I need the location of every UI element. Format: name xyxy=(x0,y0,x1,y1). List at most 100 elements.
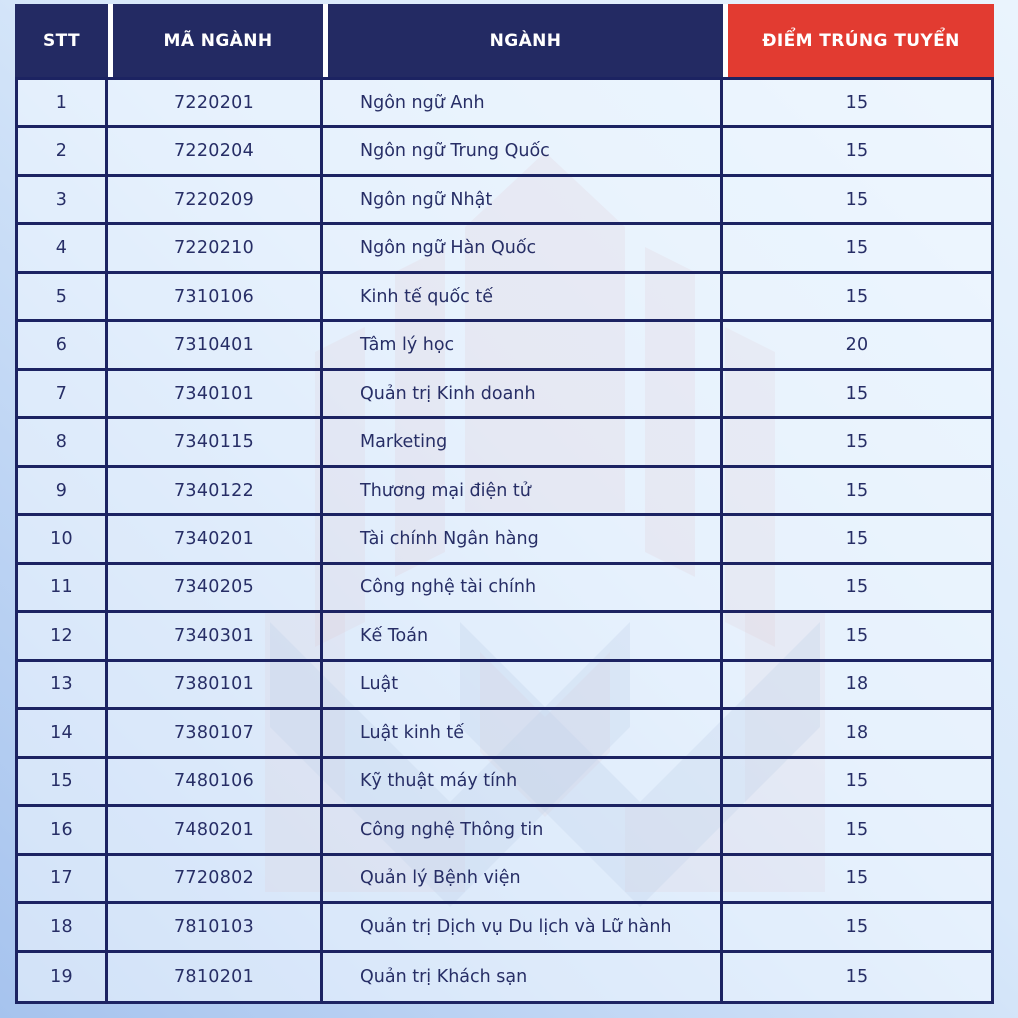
stt-cell: 2 xyxy=(18,128,108,174)
major-cell: Quản trị Khách sạn xyxy=(323,952,723,1001)
code-cell: 7720802 xyxy=(108,855,323,902)
stt-cell: 11 xyxy=(18,564,108,611)
major-cell: Luật kinh tế xyxy=(323,710,723,756)
major-cell: Thương mại điện tử xyxy=(323,467,723,514)
stt-cell: 5 xyxy=(18,273,108,320)
score-cell: 18 xyxy=(723,661,991,708)
major-cell: Ngôn ngữ Nhật xyxy=(323,176,723,223)
stt-cell: 7 xyxy=(18,370,108,417)
score-cell: 15 xyxy=(723,370,991,417)
score-cell: 15 xyxy=(723,952,991,1001)
code-cell: 7310401 xyxy=(108,322,323,368)
stt-cell: 3 xyxy=(18,176,108,223)
code-cell: 7480201 xyxy=(108,807,323,853)
major-cell: Kỹ thuật máy tính xyxy=(323,758,723,805)
table-row: 1 7220201 Ngôn ngữ Anh 15 xyxy=(18,80,991,129)
code-cell: 7220210 xyxy=(108,225,323,271)
score-cell: 15 xyxy=(723,758,991,805)
major-cell: Ngôn ngữ Anh xyxy=(323,80,723,126)
major-cell: Quản lý Bệnh viện xyxy=(323,855,723,902)
score-cell: 15 xyxy=(723,904,991,950)
major-cell: Ngôn ngữ Hàn Quốc xyxy=(323,225,723,271)
stt-cell: 1 xyxy=(18,80,108,126)
stt-cell: 9 xyxy=(18,467,108,514)
major-cell: Marketing xyxy=(323,419,723,465)
stt-cell: 10 xyxy=(18,516,108,562)
code-cell: 7380101 xyxy=(108,661,323,708)
stt-cell: 4 xyxy=(18,225,108,271)
column-header-major-code: MÃ NGÀNH xyxy=(108,4,323,77)
column-header-major-name: NGÀNH xyxy=(323,4,723,77)
table-row: 7 7340101 Quản trị Kinh doanh 15 xyxy=(18,370,991,420)
code-cell: 7340205 xyxy=(108,564,323,611)
table-row: 19 7810201 Quản trị Khách sạn 15 xyxy=(18,952,991,1001)
code-cell: 7220209 xyxy=(108,176,323,223)
table-header-row: STT MÃ NGÀNH NGÀNH ĐIỂM TRÚNG TUYỂN xyxy=(15,4,994,77)
code-cell: 7340101 xyxy=(108,370,323,417)
table-row: 17 7720802 Quản lý Bệnh viện 15 xyxy=(18,855,991,905)
score-cell: 15 xyxy=(723,807,991,853)
major-cell: Kế Toán xyxy=(323,613,723,659)
table-row: 16 7480201 Công nghệ Thông tin 15 xyxy=(18,807,991,856)
score-cell: 15 xyxy=(723,176,991,223)
code-cell: 7220204 xyxy=(108,128,323,174)
major-cell: Công nghệ Thông tin xyxy=(323,807,723,853)
score-cell: 15 xyxy=(723,80,991,126)
score-cell: 15 xyxy=(723,419,991,465)
table-row: 2 7220204 Ngôn ngữ Trung Quốc 15 xyxy=(18,128,991,177)
stt-cell: 14 xyxy=(18,710,108,756)
table-row: 14 7380107 Luật kinh tế 18 xyxy=(18,710,991,759)
major-cell: Tâm lý học xyxy=(323,322,723,368)
table-row: 9 7340122 Thương mại điện tử 15 xyxy=(18,467,991,517)
code-cell: 7480106 xyxy=(108,758,323,805)
code-cell: 7380107 xyxy=(108,710,323,756)
table-row: 10 7340201 Tài chính Ngân hàng 15 xyxy=(18,516,991,565)
code-cell: 7810103 xyxy=(108,904,323,950)
major-cell: Công nghệ tài chính xyxy=(323,564,723,611)
stt-cell: 17 xyxy=(18,855,108,902)
stt-cell: 16 xyxy=(18,807,108,853)
score-cell: 15 xyxy=(723,516,991,562)
table-row: 8 7340115 Marketing 15 xyxy=(18,419,991,468)
stt-cell: 19 xyxy=(18,952,108,1001)
table-row: 6 7310401 Tâm lý học 20 xyxy=(18,322,991,371)
stt-cell: 13 xyxy=(18,661,108,708)
code-cell: 7340115 xyxy=(108,419,323,465)
score-cell: 15 xyxy=(723,613,991,659)
major-cell: Tài chính Ngân hàng xyxy=(323,516,723,562)
stt-cell: 12 xyxy=(18,613,108,659)
code-cell: 7220201 xyxy=(108,80,323,126)
stt-cell: 8 xyxy=(18,419,108,465)
score-cell: 18 xyxy=(723,710,991,756)
score-cell: 15 xyxy=(723,273,991,320)
code-cell: 7340301 xyxy=(108,613,323,659)
table-row: 5 7310106 Kinh tế quốc tế 15 xyxy=(18,273,991,323)
major-cell: Kinh tế quốc tế xyxy=(323,273,723,320)
table-row: 13 7380101 Luật 18 xyxy=(18,661,991,711)
code-cell: 7340122 xyxy=(108,467,323,514)
table-row: 15 7480106 Kỹ thuật máy tính 15 xyxy=(18,758,991,808)
table-row: 11 7340205 Công nghệ tài chính 15 xyxy=(18,564,991,614)
score-cell: 15 xyxy=(723,225,991,271)
table-body: 1 7220201 Ngôn ngữ Anh 15 2 7220204 Ngôn ngữ T… xyxy=(15,77,994,1004)
major-cell: Ngôn ngữ Trung Quốc xyxy=(323,128,723,174)
score-cell: 15 xyxy=(723,467,991,514)
stt-cell: 15 xyxy=(18,758,108,805)
column-header-stt: STT xyxy=(15,4,108,77)
admission-scores-table: STT MÃ NGÀNH NGÀNH ĐIỂM TRÚNG TUYỂN 1 722… xyxy=(15,4,994,1004)
code-cell: 7310106 xyxy=(108,273,323,320)
score-cell: 15 xyxy=(723,564,991,611)
code-cell: 7810201 xyxy=(108,952,323,1001)
table-row: 18 7810103 Quản trị Dịch vụ Du lịch và Lữ … xyxy=(18,904,991,953)
score-cell: 15 xyxy=(723,855,991,902)
table-row: 4 7220210 Ngôn ngữ Hàn Quốc 15 xyxy=(18,225,991,274)
major-cell: Luật xyxy=(323,661,723,708)
table-row: 12 7340301 Kế Toán 15 xyxy=(18,613,991,662)
column-header-admission-score: ĐIỂM TRÚNG TUYỂN xyxy=(723,4,994,77)
stt-cell: 18 xyxy=(18,904,108,950)
score-cell: 15 xyxy=(723,128,991,174)
table-row: 3 7220209 Ngôn ngữ Nhật 15 xyxy=(18,176,991,226)
major-cell: Quản trị Kinh doanh xyxy=(323,370,723,417)
code-cell: 7340201 xyxy=(108,516,323,562)
major-cell: Quản trị Dịch vụ Du lịch và Lữ hành xyxy=(323,904,723,950)
